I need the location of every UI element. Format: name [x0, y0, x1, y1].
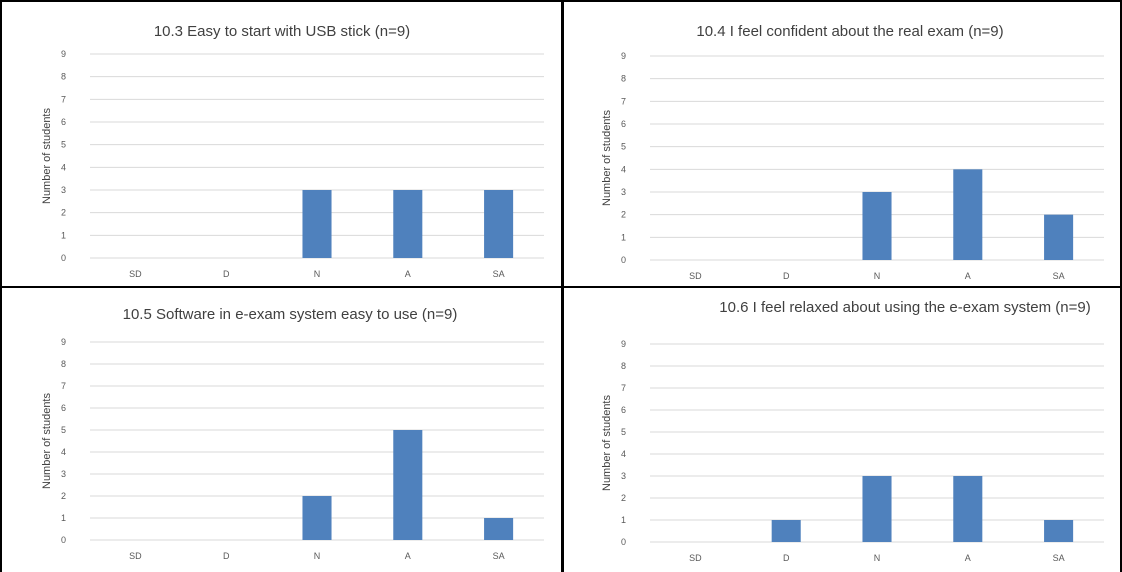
frame-middle-horizontal: [0, 286, 1122, 288]
y-tick-label: 6: [61, 117, 66, 127]
x-tick-label: D: [783, 271, 790, 281]
x-tick-label: A: [965, 553, 971, 563]
y-tick-label: 8: [61, 359, 66, 369]
bar-a: [393, 430, 423, 540]
y-tick-label: 0: [61, 535, 66, 545]
y-tick-label: 7: [621, 96, 626, 106]
chart-title: 10.6 I feel relaxed about using the e-ex…: [719, 299, 1090, 316]
x-tick-label: SD: [689, 271, 702, 281]
chart-panel-2: 10.4 I feel confident about the real exa…: [564, 2, 1120, 286]
chart-svg-4: 10.6 I feel relaxed about using the e-ex…: [601, 299, 1104, 563]
bar-a: [953, 169, 983, 260]
bar-n: [862, 476, 892, 542]
y-tick-label: 4: [621, 449, 626, 459]
bar-sa: [484, 190, 514, 258]
y-axis-label: Number of students: [601, 110, 613, 206]
x-tick-label: SA: [493, 551, 505, 561]
y-tick-label: 1: [61, 513, 66, 523]
y-tick-label: 7: [621, 383, 626, 393]
x-tick-label: A: [405, 551, 411, 561]
x-tick-label: SA: [493, 269, 505, 279]
y-tick-label: 1: [61, 230, 66, 240]
chart-title: 10.5 Software in e-exam system easy to u…: [123, 306, 458, 323]
x-tick-label: SD: [129, 269, 142, 279]
y-tick-label: 8: [621, 74, 626, 84]
y-tick-label: 7: [61, 94, 66, 104]
y-tick-label: 9: [61, 337, 66, 347]
y-tick-label: 9: [61, 49, 66, 59]
x-tick-label: A: [405, 269, 411, 279]
chart-svg-1: 10.3 Easy to start with USB stick (n=9) N…: [41, 23, 544, 279]
bar-n: [302, 190, 332, 258]
bar-sa: [1044, 214, 1074, 260]
bar-sa: [484, 518, 514, 540]
x-tick-label: D: [223, 269, 230, 279]
chart-title: 10.3 Easy to start with USB stick (n=9): [154, 23, 410, 40]
x-tick-label: D: [223, 551, 230, 561]
y-tick-label: 2: [621, 493, 626, 503]
x-tick-label: A: [965, 271, 971, 281]
y-tick-label: 5: [621, 427, 626, 437]
x-tick-label: SD: [129, 551, 142, 561]
x-tick-label: N: [874, 271, 881, 281]
y-tick-label: 9: [621, 339, 626, 349]
y-tick-label: 6: [621, 119, 626, 129]
x-tick-label: N: [314, 551, 321, 561]
x-tick-label: N: [874, 553, 881, 563]
chart-svg-2: 10.4 I feel confident about the real exa…: [601, 23, 1104, 281]
y-tick-label: 5: [61, 425, 66, 435]
y-tick-label: 3: [621, 471, 626, 481]
y-tick-label: 0: [61, 253, 66, 263]
y-tick-label: 4: [61, 447, 66, 457]
y-axis-label: Number of students: [41, 108, 53, 204]
y-tick-label: 6: [621, 405, 626, 415]
y-tick-label: 3: [61, 185, 66, 195]
y-tick-label: 1: [621, 515, 626, 525]
y-tick-label: 4: [621, 164, 626, 174]
bar-a: [953, 476, 983, 542]
x-tick-label: SA: [1053, 271, 1065, 281]
y-tick-label: 7: [61, 381, 66, 391]
y-tick-label: 4: [61, 162, 66, 172]
y-tick-label: 0: [621, 537, 626, 547]
bar-n: [862, 192, 892, 260]
chart-svg-3: 10.5 Software in e-exam system easy to u…: [41, 306, 544, 561]
y-tick-label: 8: [621, 361, 626, 371]
bar-d: [771, 520, 801, 542]
y-tick-label: 3: [61, 469, 66, 479]
y-tick-label: 2: [621, 210, 626, 220]
bar-sa: [1044, 520, 1074, 542]
y-tick-label: 5: [621, 142, 626, 152]
y-tick-label: 6: [61, 403, 66, 413]
y-tick-label: 1: [621, 232, 626, 242]
x-tick-label: N: [314, 269, 321, 279]
bar-a: [393, 190, 423, 258]
chart-panel-4: 10.6 I feel relaxed about using the e-ex…: [564, 288, 1120, 572]
y-tick-label: 2: [61, 491, 66, 501]
x-tick-label: SD: [689, 553, 702, 563]
y-axis-label: Number of students: [601, 395, 613, 491]
y-tick-label: 2: [61, 208, 66, 218]
chart-panel-1: 10.3 Easy to start with USB stick (n=9) N…: [2, 2, 561, 286]
chart-panel-3: 10.5 Software in e-exam system easy to u…: [2, 288, 561, 572]
y-tick-label: 5: [61, 140, 66, 150]
bar-n: [302, 496, 332, 540]
y-tick-label: 0: [621, 255, 626, 265]
y-axis-label: Number of students: [41, 393, 53, 489]
x-tick-label: D: [783, 553, 790, 563]
y-tick-label: 9: [621, 51, 626, 61]
y-tick-label: 8: [61, 72, 66, 82]
chart-title: 10.4 I feel confident about the real exa…: [696, 23, 1003, 40]
y-tick-label: 3: [621, 187, 626, 197]
x-tick-label: SA: [1053, 553, 1065, 563]
